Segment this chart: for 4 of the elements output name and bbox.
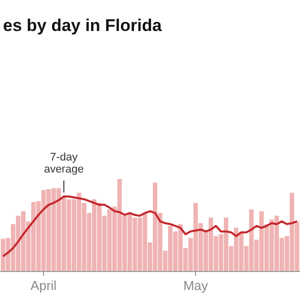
text: 7-day average bbox=[44, 151, 84, 176]
x-tick-label: April bbox=[30, 278, 57, 293]
x-tick-label: May bbox=[183, 278, 208, 293]
chart-title: es by day in Florida bbox=[3, 16, 162, 35]
